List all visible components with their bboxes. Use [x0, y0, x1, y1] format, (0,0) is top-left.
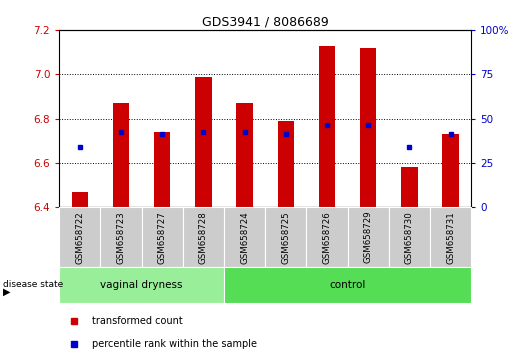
Text: GSM658723: GSM658723 [116, 211, 126, 264]
Bar [142, 207, 183, 267]
Bar [265, 207, 306, 267]
Bar [278, 121, 294, 207]
Bar [236, 103, 253, 207]
Bar [348, 207, 389, 267]
Text: disease state: disease state [3, 280, 63, 290]
Text: percentile rank within the sample: percentile rank within the sample [92, 339, 258, 349]
Text: GSM658725: GSM658725 [281, 211, 290, 264]
Bar [319, 46, 335, 207]
Bar [154, 132, 170, 207]
Bar [401, 167, 418, 207]
Text: GSM658729: GSM658729 [364, 211, 373, 263]
Text: GSM658730: GSM658730 [405, 211, 414, 264]
Bar [100, 207, 142, 267]
Title: GDS3941 / 8086689: GDS3941 / 8086689 [202, 16, 329, 29]
Text: control: control [330, 280, 366, 290]
Text: GSM658728: GSM658728 [199, 211, 208, 264]
Bar [195, 76, 212, 207]
Text: GSM658727: GSM658727 [158, 211, 167, 264]
Bar [113, 103, 129, 207]
Bar [59, 207, 100, 267]
Bar [224, 207, 265, 267]
Text: transformed count: transformed count [92, 316, 183, 326]
Bar [183, 207, 224, 267]
Bar [72, 192, 88, 207]
Bar [442, 134, 459, 207]
Bar [389, 207, 430, 267]
Bar [360, 48, 376, 207]
Text: GSM658724: GSM658724 [240, 211, 249, 264]
Bar [59, 267, 224, 303]
Text: vaginal dryness: vaginal dryness [100, 280, 183, 290]
Text: GSM658726: GSM658726 [322, 211, 332, 264]
Text: GSM658722: GSM658722 [75, 211, 84, 264]
Text: GSM658731: GSM658731 [446, 211, 455, 264]
Text: ▶: ▶ [3, 287, 10, 297]
Bar [306, 207, 348, 267]
Bar [430, 207, 471, 267]
Bar [224, 267, 471, 303]
